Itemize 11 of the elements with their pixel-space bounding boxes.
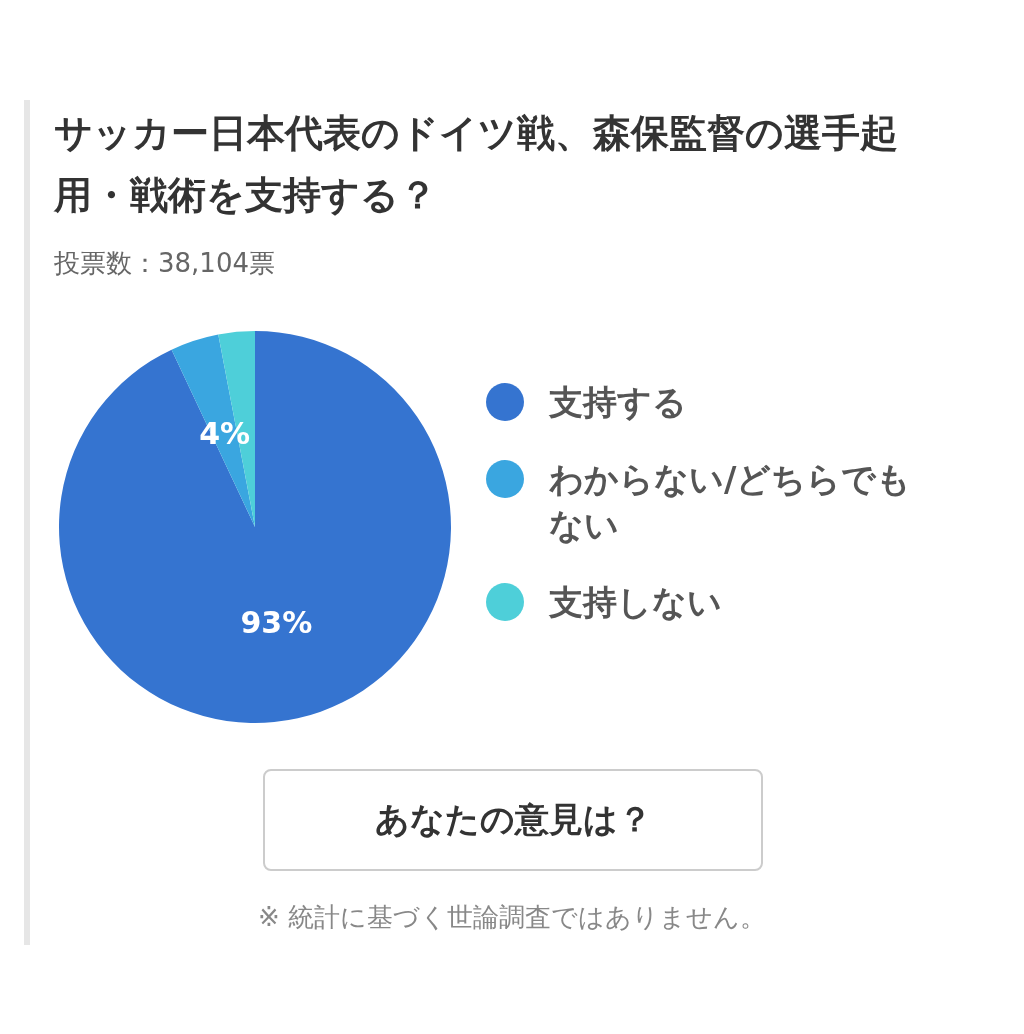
legend-label: わからない/どちらでもない (549, 457, 913, 547)
chart-subtitle: 投票数：38,104票 (54, 247, 275, 280)
legend-label: 支持する (549, 380, 687, 424)
pie-slice (59, 331, 451, 723)
data-label: 93% (240, 605, 313, 641)
legend-label: 支持しない (549, 580, 722, 624)
data-label: 4% (199, 416, 251, 452)
opinion-button: あなたの意見は？ (263, 769, 763, 871)
text: ※ 統計に基づく世論調査ではありません。 (256, 901, 768, 934)
chart-title: サッカー日本代表のドイツ戦、森保監督の選手起用・戦術を支持する？ (54, 110, 899, 219)
pie-slice (171, 334, 255, 527)
